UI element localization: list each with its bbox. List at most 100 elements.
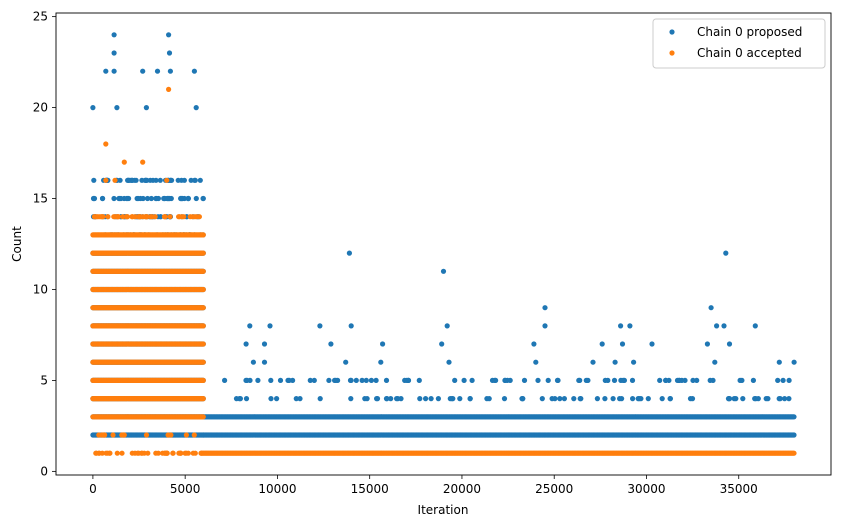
data-point <box>164 195 170 202</box>
data-point <box>619 341 626 347</box>
data-point <box>255 377 261 383</box>
data-point <box>775 377 781 383</box>
data-point <box>133 177 139 183</box>
data-point <box>193 105 199 111</box>
data-point <box>649 341 655 347</box>
data-point <box>707 377 713 383</box>
data-point <box>576 377 582 383</box>
data-point <box>91 177 97 183</box>
data-point <box>155 195 161 202</box>
data-point <box>267 323 273 329</box>
data-point <box>723 250 729 256</box>
data-point <box>233 396 240 402</box>
data-point <box>193 195 199 202</box>
data-point <box>177 214 183 220</box>
data-point <box>125 177 131 183</box>
data-point <box>542 323 548 329</box>
data-point <box>157 177 163 183</box>
data-point <box>293 396 299 402</box>
data-point <box>115 214 121 220</box>
data-point <box>268 377 274 383</box>
data-point <box>531 341 537 347</box>
data-point <box>200 250 206 256</box>
data-point <box>188 177 194 183</box>
data-point <box>317 396 323 402</box>
data-point <box>755 396 761 402</box>
data-point <box>631 359 637 365</box>
data-point <box>384 396 390 402</box>
data-point <box>103 68 109 74</box>
data-point <box>111 195 117 202</box>
data-point <box>501 396 508 402</box>
data-point <box>731 396 737 402</box>
data-point <box>178 195 184 202</box>
data-point <box>521 377 528 383</box>
data-point <box>535 377 541 383</box>
data-point <box>752 323 758 329</box>
data-point <box>90 195 97 202</box>
data-point <box>492 377 498 383</box>
data-point <box>776 359 782 365</box>
data-point <box>111 50 117 56</box>
data-point <box>200 286 206 293</box>
data-point <box>187 214 193 220</box>
data-point <box>689 396 696 402</box>
data-point <box>395 396 401 402</box>
data-point <box>147 177 153 183</box>
data-point <box>714 323 720 329</box>
data-point <box>645 396 651 402</box>
data-point <box>539 396 545 402</box>
data-point <box>368 377 374 383</box>
data-point <box>343 359 349 365</box>
data-point <box>388 396 394 402</box>
data-point <box>750 377 757 383</box>
data-point <box>114 450 120 456</box>
data-point <box>185 450 191 456</box>
data-point <box>154 68 161 74</box>
data-point <box>791 359 797 365</box>
data-point <box>332 377 338 383</box>
data-point <box>243 341 249 347</box>
data-point <box>247 323 253 329</box>
data-point <box>380 341 386 347</box>
data-point <box>605 377 611 383</box>
data-point <box>148 195 154 202</box>
data-point <box>142 177 148 183</box>
data-point <box>721 323 727 329</box>
data-point <box>196 214 202 220</box>
data-point <box>383 377 390 383</box>
data-point <box>630 396 636 402</box>
data-point <box>679 377 685 383</box>
data-point <box>286 377 292 383</box>
data-point <box>161 214 168 220</box>
data-point <box>561 396 568 402</box>
data-point <box>121 432 127 438</box>
data-point <box>627 323 633 329</box>
data-point <box>200 359 206 365</box>
data-point <box>594 396 601 402</box>
data-point <box>599 341 605 347</box>
data-point <box>200 377 206 383</box>
data-point <box>297 396 303 402</box>
data-point <box>353 377 359 383</box>
data-point <box>317 323 323 329</box>
data-point <box>96 432 102 438</box>
data-point <box>328 341 334 347</box>
data-point <box>277 377 284 383</box>
data-point <box>549 396 555 402</box>
data-point <box>520 396 526 402</box>
data-point <box>111 68 117 74</box>
data-point <box>577 396 583 402</box>
data-point <box>708 305 714 311</box>
data-point <box>326 377 332 383</box>
data-point <box>163 450 169 456</box>
data-point <box>191 432 197 438</box>
data-point <box>118 195 124 202</box>
data-point <box>105 214 111 220</box>
data-point <box>447 396 453 402</box>
data-point <box>727 396 733 402</box>
data-point <box>571 396 577 402</box>
data-point <box>374 396 380 402</box>
data-point <box>690 377 696 383</box>
data-point <box>791 432 797 438</box>
